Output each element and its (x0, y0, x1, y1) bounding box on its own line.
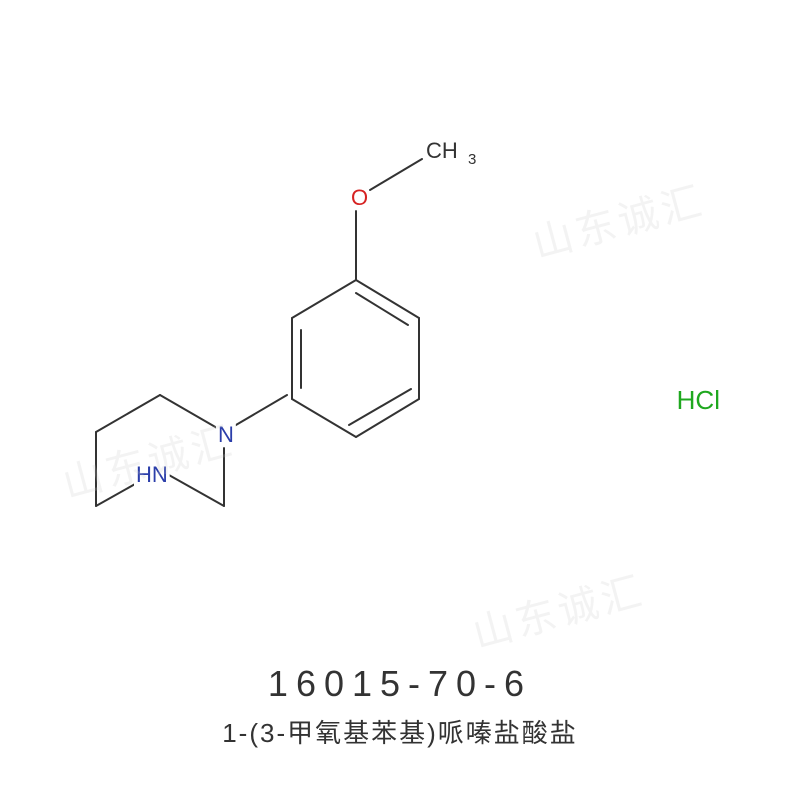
svg-text:CH: CH (426, 138, 458, 163)
svg-text:O: O (351, 185, 368, 210)
svg-text:N: N (218, 422, 234, 447)
compound-name: 1-(3-甲氧基苯基)哌嗪盐酸盐 (0, 713, 800, 750)
svg-text:3: 3 (468, 151, 476, 168)
svg-text:HN: HN (136, 462, 168, 487)
structure-area: HN N O CH 3 (60, 80, 740, 600)
salt-label: HCl (677, 385, 720, 416)
molecule-svg: HN N O CH 3 (60, 80, 740, 600)
cas-number: 16015-70-6 (0, 663, 800, 705)
